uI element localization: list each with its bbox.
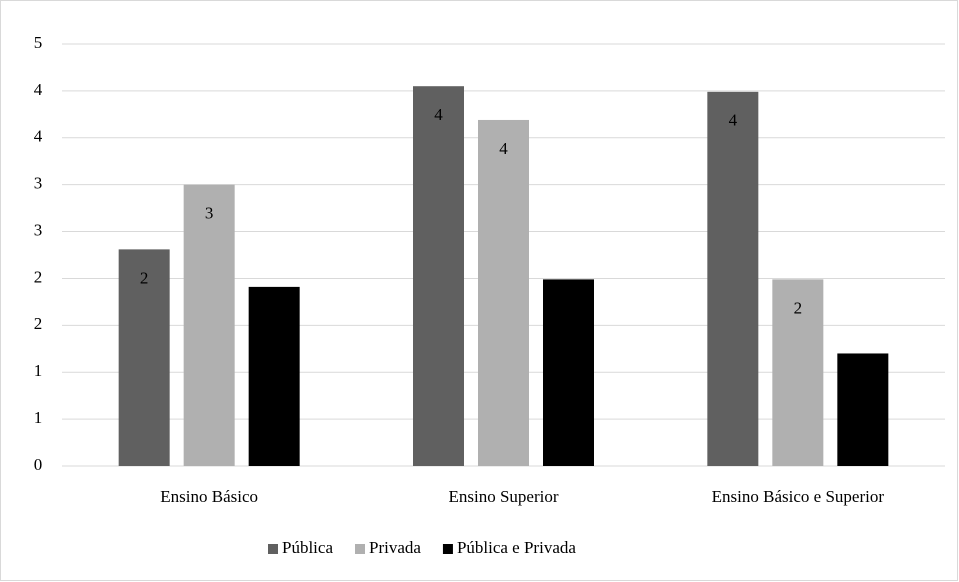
bar — [413, 86, 464, 466]
legend-swatch — [268, 544, 278, 554]
data-label: 2 — [564, 298, 573, 317]
x-tick-label: Ensino Básico — [160, 487, 258, 506]
y-tick-label: 3 — [34, 220, 43, 239]
bar — [837, 353, 889, 466]
data-label: 4 — [499, 139, 508, 158]
data-label: 2 — [140, 268, 149, 287]
legend-label: Pública — [282, 538, 333, 557]
bar — [707, 91, 759, 467]
x-tick-label: Ensino Básico e Superior — [712, 487, 885, 506]
data-label: 1 — [859, 372, 868, 391]
y-tick-label: 5 — [34, 33, 43, 52]
bar — [248, 286, 300, 466]
bar — [118, 249, 170, 466]
bar — [478, 119, 529, 467]
y-tick-label: 3 — [34, 174, 43, 193]
data-label: 3 — [205, 204, 214, 223]
bar — [183, 184, 235, 466]
y-tick-label: 1 — [34, 408, 43, 427]
y-tick-label: 0 — [34, 455, 43, 474]
legend-swatch — [442, 544, 453, 554]
legend-label: Privada — [369, 538, 421, 557]
bar — [772, 279, 824, 466]
data-label: 4 — [729, 111, 738, 130]
y-tick-label: 4 — [34, 127, 43, 146]
bar — [543, 279, 594, 466]
legend-label: Pública e Privada — [457, 538, 576, 557]
data-label: 4 — [434, 105, 443, 124]
data-label: 2 — [270, 306, 279, 325]
data-label: 2 — [794, 298, 803, 317]
y-tick-label: 1 — [34, 361, 43, 380]
legend-swatch — [355, 544, 365, 554]
x-tick-label: Ensino Superior — [448, 487, 558, 506]
y-tick-label: 4 — [34, 80, 43, 99]
y-tick-label: 2 — [34, 314, 43, 333]
y-tick-label: 2 — [34, 267, 43, 286]
